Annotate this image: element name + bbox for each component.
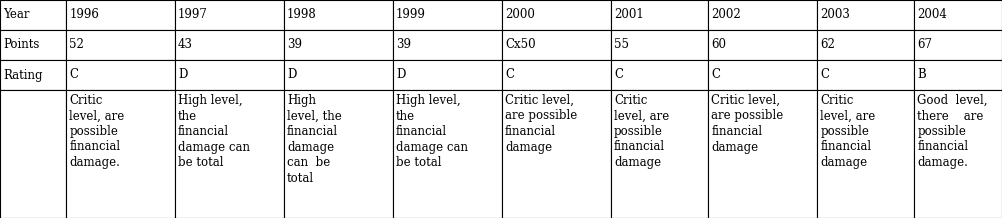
- Text: 2002: 2002: [711, 9, 740, 22]
- Text: 39: 39: [287, 39, 302, 51]
- Bar: [175, 90, 284, 218]
- Bar: [0, 30, 66, 60]
- Text: 62: 62: [821, 39, 835, 51]
- Text: 43: 43: [178, 39, 193, 51]
- Text: C: C: [711, 68, 720, 82]
- Text: Points: Points: [3, 39, 39, 51]
- Bar: [66, 0, 175, 30]
- Bar: [284, 0, 393, 30]
- Bar: [175, 0, 284, 30]
- Bar: [708, 60, 818, 90]
- Bar: [915, 90, 1002, 218]
- Bar: [0, 0, 66, 30]
- Bar: [393, 90, 502, 218]
- Text: 1996: 1996: [69, 9, 99, 22]
- Bar: [0, 60, 66, 90]
- Text: D: D: [287, 68, 297, 82]
- Bar: [502, 30, 611, 60]
- Text: 2003: 2003: [821, 9, 850, 22]
- Bar: [393, 0, 502, 30]
- Bar: [0, 90, 66, 218]
- Bar: [915, 0, 1002, 30]
- Bar: [818, 90, 915, 218]
- Text: B: B: [918, 68, 926, 82]
- Text: High level,
the
financial
damage can
be total: High level, the financial damage can be …: [178, 94, 250, 169]
- Text: 2000: 2000: [505, 9, 535, 22]
- Bar: [66, 30, 175, 60]
- Text: Good  level,
there    are
possible
financial
damage.: Good level, there are possible financial…: [918, 94, 988, 169]
- Text: Critic level,
are possible
financial
damage: Critic level, are possible financial dam…: [711, 94, 784, 153]
- Bar: [708, 0, 818, 30]
- Bar: [915, 60, 1002, 90]
- Bar: [611, 30, 708, 60]
- Bar: [502, 0, 611, 30]
- Text: Critic
level, are
possible
financial
damage: Critic level, are possible financial dam…: [614, 94, 669, 169]
- Text: Critic level,
are possible
financial
damage: Critic level, are possible financial dam…: [505, 94, 577, 153]
- Text: 52: 52: [69, 39, 84, 51]
- Bar: [611, 60, 708, 90]
- Bar: [708, 30, 818, 60]
- Text: Rating: Rating: [3, 68, 42, 82]
- Text: 2004: 2004: [918, 9, 947, 22]
- Bar: [284, 60, 393, 90]
- Text: 2001: 2001: [614, 9, 643, 22]
- Bar: [502, 90, 611, 218]
- Text: C: C: [505, 68, 514, 82]
- Text: 39: 39: [396, 39, 411, 51]
- Bar: [66, 60, 175, 90]
- Text: 60: 60: [711, 39, 726, 51]
- Bar: [284, 90, 393, 218]
- Bar: [284, 30, 393, 60]
- Bar: [818, 30, 915, 60]
- Bar: [611, 90, 708, 218]
- Text: 1997: 1997: [178, 9, 208, 22]
- Text: 55: 55: [614, 39, 629, 51]
- Bar: [915, 30, 1002, 60]
- Bar: [818, 0, 915, 30]
- Bar: [66, 90, 175, 218]
- Bar: [818, 60, 915, 90]
- Text: D: D: [178, 68, 187, 82]
- Bar: [708, 90, 818, 218]
- Text: Year: Year: [3, 9, 29, 22]
- Text: 1999: 1999: [396, 9, 426, 22]
- Bar: [393, 60, 502, 90]
- Text: 1998: 1998: [287, 9, 317, 22]
- Text: High level,
the
financial
damage can
be total: High level, the financial damage can be …: [396, 94, 468, 169]
- Text: High
level, the
financial
damage
can  be
total: High level, the financial damage can be …: [287, 94, 342, 184]
- Bar: [393, 30, 502, 60]
- Text: Critic
level, are
possible
financial
damage: Critic level, are possible financial dam…: [821, 94, 876, 169]
- Bar: [611, 0, 708, 30]
- Bar: [175, 30, 284, 60]
- Bar: [175, 60, 284, 90]
- Text: C: C: [821, 68, 830, 82]
- Text: Cx50: Cx50: [505, 39, 536, 51]
- Text: 67: 67: [918, 39, 933, 51]
- Text: Critic
level, are
possible
financial
damage.: Critic level, are possible financial dam…: [69, 94, 124, 169]
- Text: D: D: [396, 68, 406, 82]
- Text: C: C: [69, 68, 78, 82]
- Text: C: C: [614, 68, 623, 82]
- Bar: [502, 60, 611, 90]
